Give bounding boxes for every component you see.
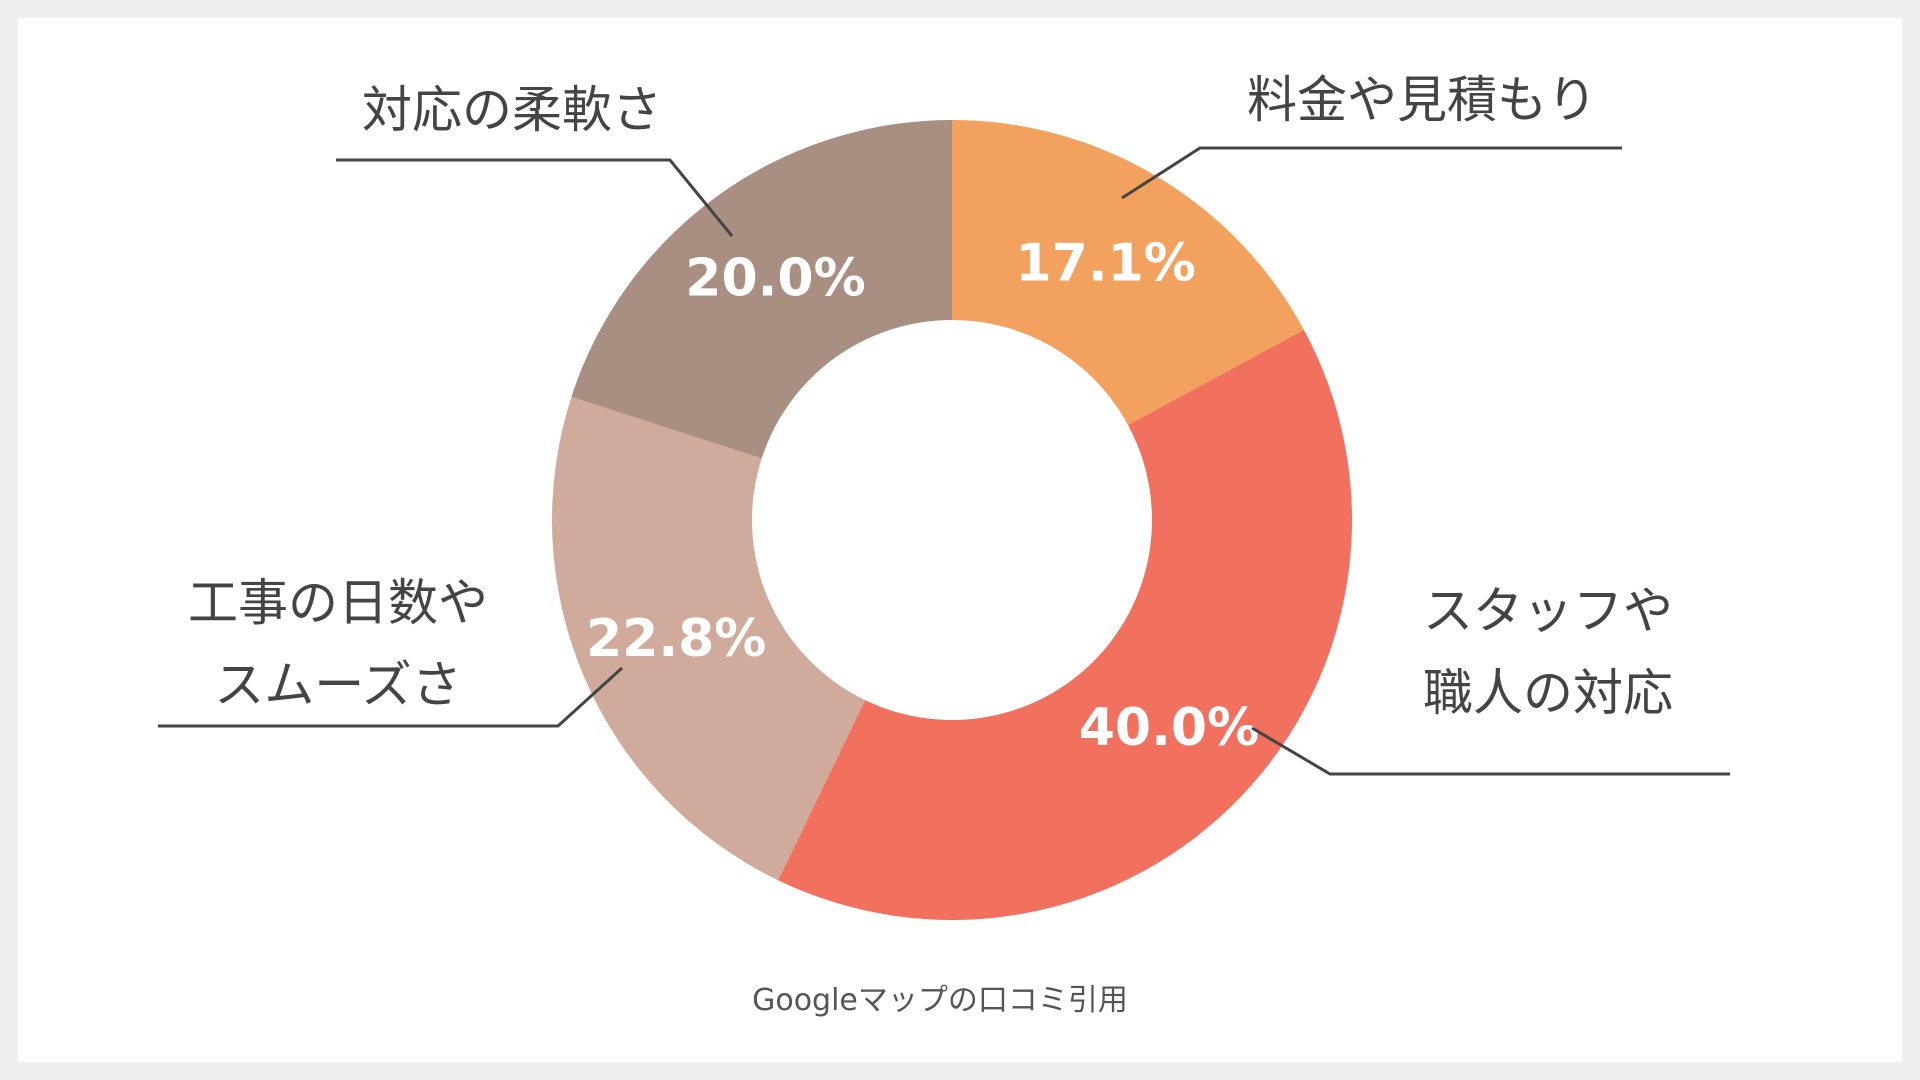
value-label-group: 17.1% 40.0% 22.8% 20.0%	[586, 233, 1259, 758]
donut-slice	[571, 120, 952, 459]
slice-value-label: 22.8%	[586, 609, 766, 669]
slice-value-label: 20.0%	[685, 248, 865, 308]
slice-category-label: 工事の日数や	[188, 574, 488, 632]
leader-line	[336, 158, 734, 237]
slice-category-label: 料金や見積もり	[1247, 71, 1597, 129]
leader-line-group	[158, 146, 1730, 776]
donut-slice	[552, 396, 866, 881]
leader-line	[1121, 146, 1622, 200]
slice-value-label: 17.1%	[1015, 233, 1195, 293]
slice-value-label: 40.0%	[1079, 698, 1259, 758]
donut-slice	[778, 329, 1352, 920]
slice-category-label: 対応の柔軟さ	[362, 81, 662, 139]
leader-line	[158, 666, 624, 728]
slice-group	[552, 120, 1352, 920]
slice-category-label: 職人の対応	[1423, 664, 1673, 722]
donut-slice	[952, 120, 1304, 425]
slice-category-label: スムーズさ	[214, 656, 462, 714]
leader-line	[1251, 726, 1730, 776]
source-note: Googleマップの口コミ引用	[752, 983, 1128, 1018]
slice-category-label: スタッフや	[1423, 582, 1673, 640]
